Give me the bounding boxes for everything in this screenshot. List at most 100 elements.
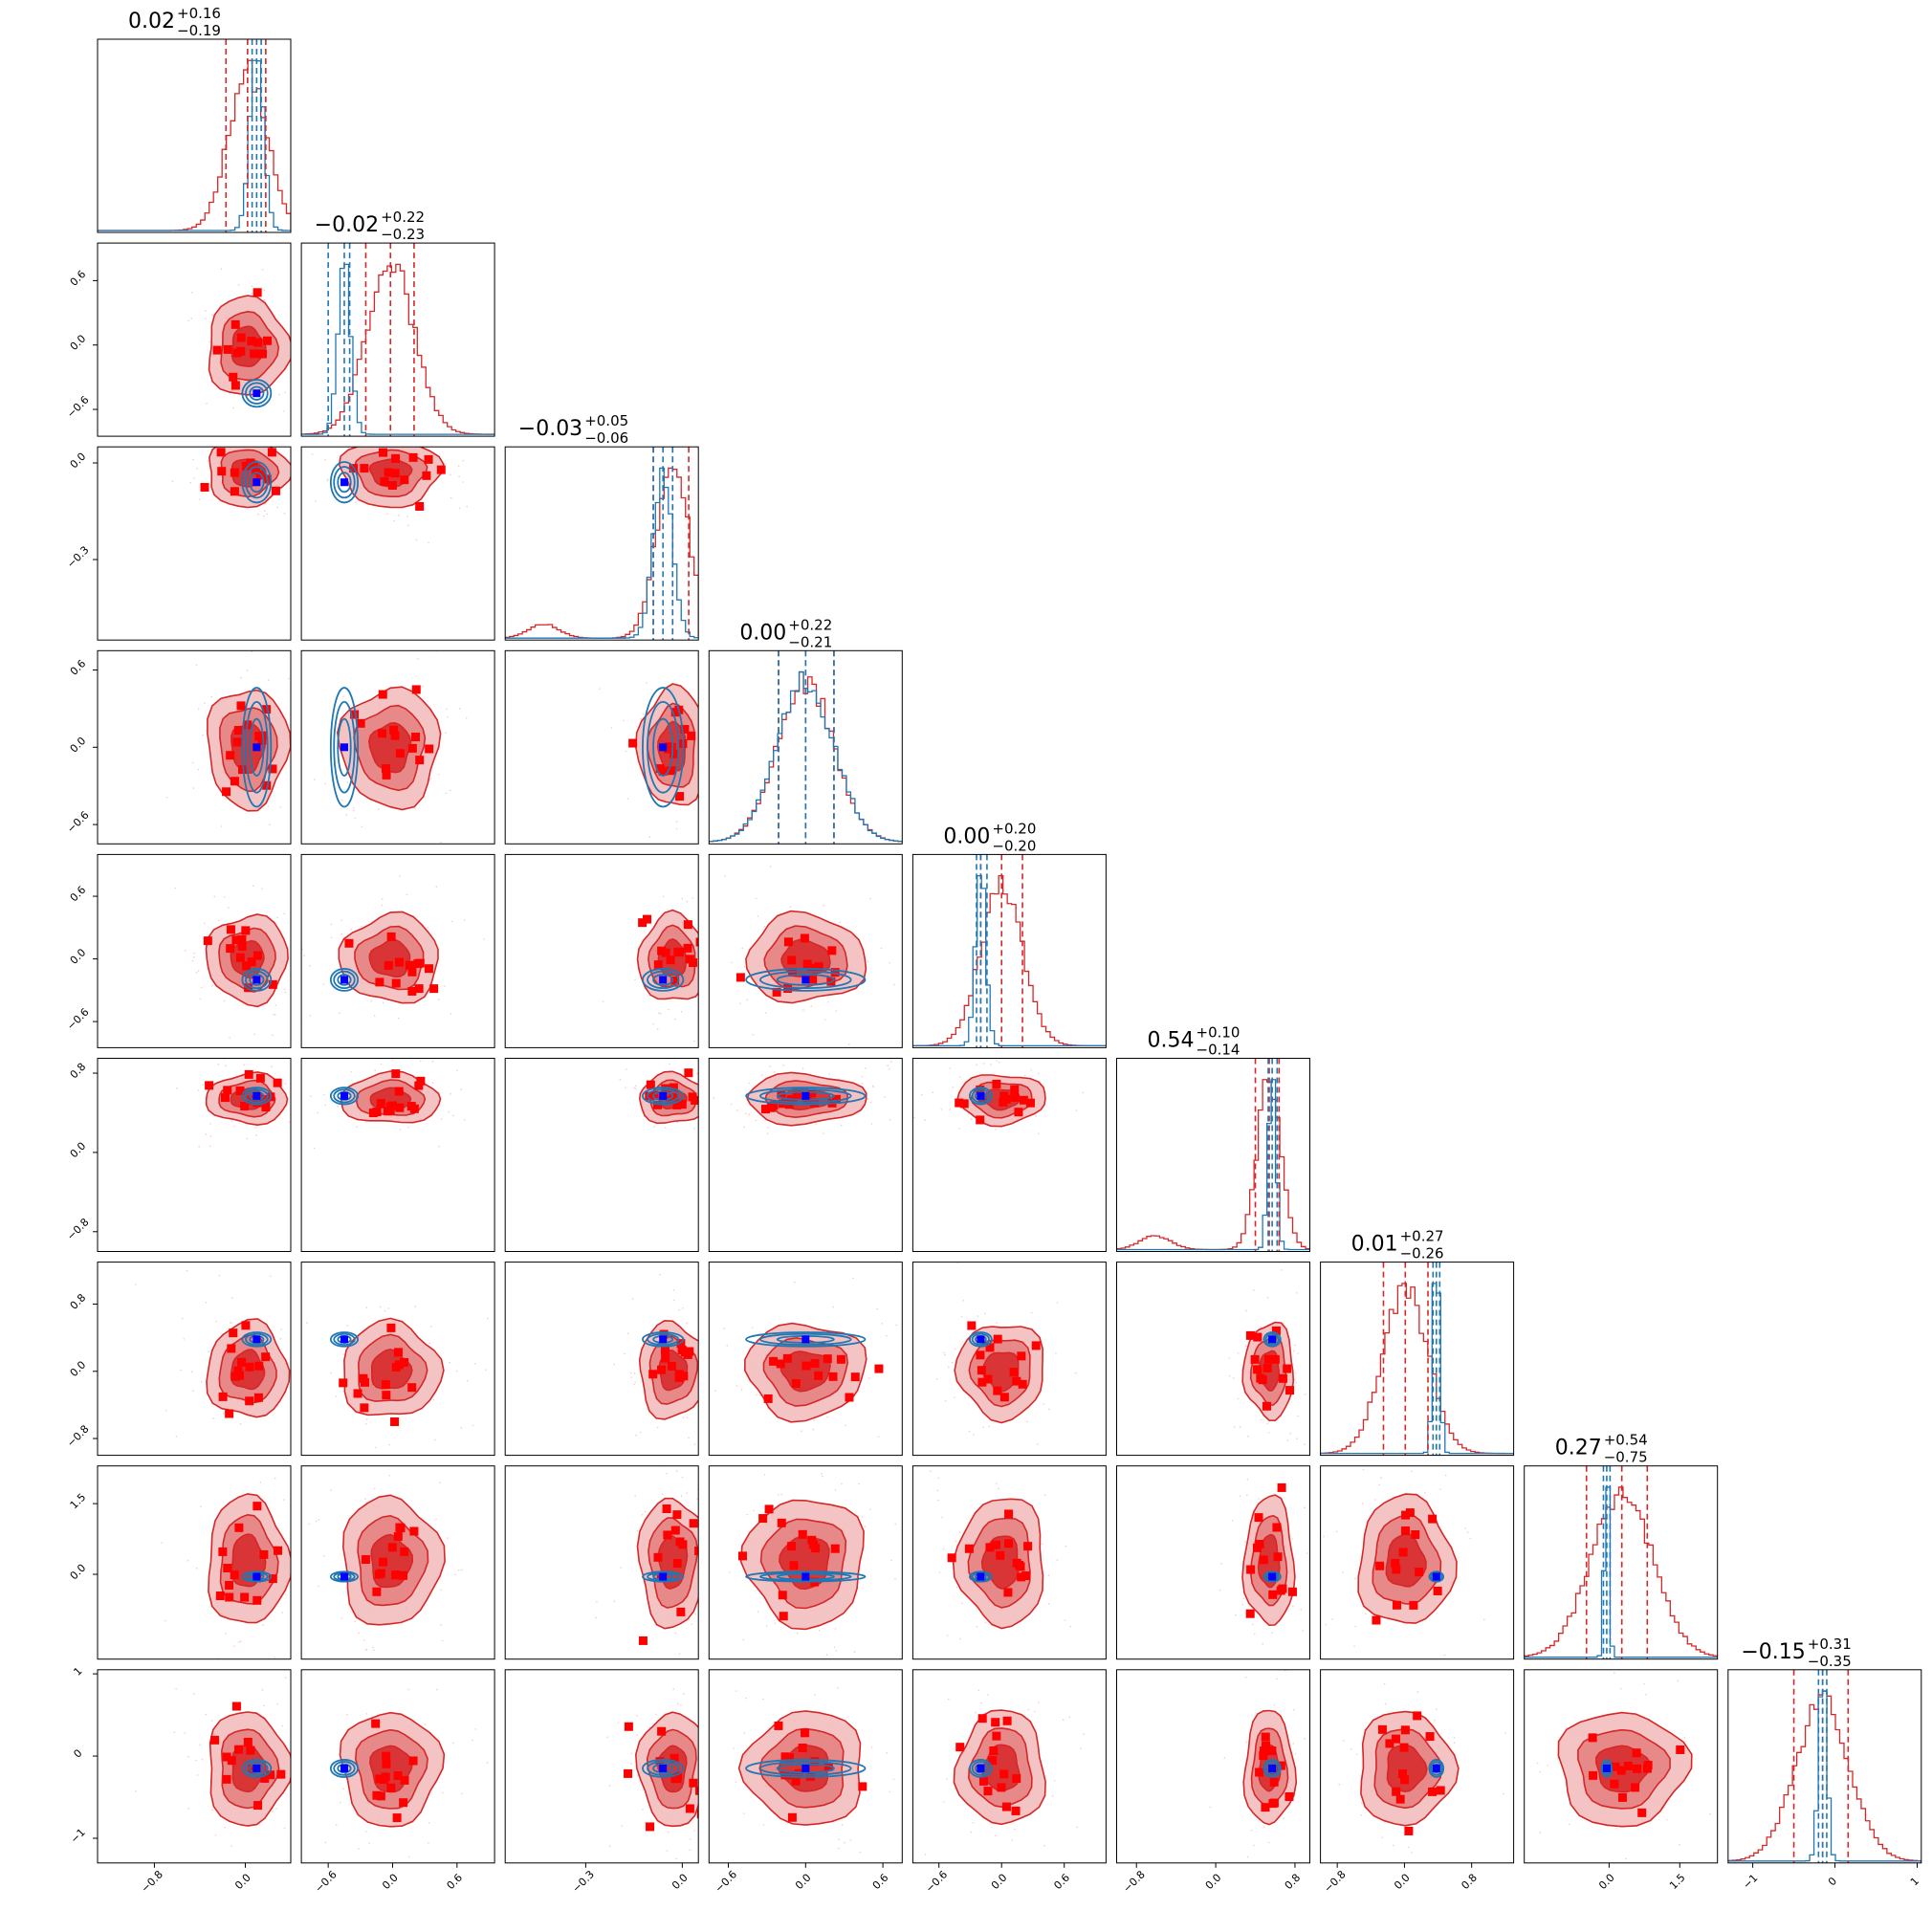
sample-point xyxy=(705,1671,707,1673)
sample-point xyxy=(886,1334,888,1337)
sample-point xyxy=(672,1299,675,1302)
red-square-marker xyxy=(652,1100,662,1109)
red-square-marker xyxy=(246,1745,255,1755)
sample-point xyxy=(1292,1605,1294,1608)
red-square-marker xyxy=(405,960,414,970)
blue-hist-2 xyxy=(505,467,699,639)
sample-point xyxy=(335,1824,338,1826)
red-square-marker xyxy=(1010,1092,1020,1102)
red-square-marker xyxy=(425,744,434,754)
red-square-marker xyxy=(226,944,235,954)
red-square-marker xyxy=(1425,1732,1435,1742)
sample-point xyxy=(890,1559,892,1562)
sample-point xyxy=(755,897,757,900)
sample-point xyxy=(452,1114,455,1117)
red-square-marker xyxy=(782,1353,792,1363)
sample-point xyxy=(692,897,694,899)
red-square-marker xyxy=(407,743,417,753)
sample-point xyxy=(1250,1829,1253,1832)
sample-point xyxy=(793,1281,796,1284)
sample-point xyxy=(982,1063,985,1065)
red-square-marker xyxy=(262,780,272,790)
sample-point xyxy=(497,763,499,765)
red-square-marker xyxy=(376,1791,385,1801)
contour-panel-8-0 xyxy=(97,1669,292,1864)
blue-contour-1 xyxy=(333,970,356,990)
sample-point xyxy=(853,1651,856,1654)
sample-point xyxy=(466,505,468,508)
red-square-marker xyxy=(1405,1508,1415,1518)
sample-point xyxy=(842,1824,844,1826)
sample-point xyxy=(276,916,278,919)
sample-point xyxy=(688,1437,690,1439)
sample-point xyxy=(868,1377,870,1379)
truth-marker xyxy=(1268,1764,1277,1772)
red-square-marker xyxy=(1392,1787,1401,1796)
red-square-marker xyxy=(411,733,421,742)
sample-point xyxy=(1557,1873,1559,1875)
red-square-marker xyxy=(772,987,781,997)
sample-point xyxy=(246,670,249,671)
sample-point xyxy=(193,955,195,958)
sample-point xyxy=(191,959,194,962)
sample-point xyxy=(827,1000,829,1003)
sample-point xyxy=(608,1785,611,1787)
panel-frame xyxy=(300,1465,495,1660)
sample-point xyxy=(712,759,714,761)
red-square-marker xyxy=(1025,1098,1035,1108)
sample-point xyxy=(217,919,220,922)
sample-point xyxy=(210,695,213,698)
sample-point xyxy=(197,768,200,771)
red-square-marker xyxy=(382,770,391,779)
sample-point xyxy=(836,1478,838,1480)
red-square-marker xyxy=(268,979,277,989)
red-square-marker xyxy=(1246,1565,1256,1574)
x-tick-label-1-2: 0.6 xyxy=(445,1872,466,1893)
red-square-marker xyxy=(400,1357,409,1367)
sample-point xyxy=(263,289,266,292)
panel-frame xyxy=(708,853,903,1048)
red-square-marker xyxy=(1392,1734,1401,1744)
contour-panel-6-3 xyxy=(708,1262,903,1480)
sample-point xyxy=(353,807,355,809)
sample-point xyxy=(1273,1703,1276,1706)
sample-point xyxy=(351,1008,353,1010)
sample-point xyxy=(1438,1488,1441,1490)
sample-point xyxy=(209,340,210,343)
sample-point xyxy=(1258,1498,1261,1500)
sample-point xyxy=(948,1366,950,1369)
sample-point xyxy=(189,481,192,484)
red-square-marker xyxy=(226,925,235,934)
sample-point xyxy=(941,1516,943,1519)
sample-point xyxy=(305,985,307,987)
red-square-marker xyxy=(241,1321,251,1330)
sample-point xyxy=(474,1728,477,1730)
sample-point xyxy=(377,808,380,811)
sample-point xyxy=(753,1509,756,1512)
red-square-marker xyxy=(1617,1792,1627,1802)
sample-point xyxy=(196,468,198,470)
red-square-marker xyxy=(1428,1514,1438,1524)
sample-point xyxy=(969,1050,971,1052)
sample-point xyxy=(355,501,358,503)
red-square-marker xyxy=(784,1753,794,1763)
blue-contour-0 xyxy=(249,385,265,401)
blue-contour-0 xyxy=(337,974,352,986)
sample-point xyxy=(346,1325,349,1327)
sample-point xyxy=(694,627,696,629)
sample-point xyxy=(786,1689,788,1691)
sample-point xyxy=(317,1111,319,1114)
sample-point xyxy=(1011,1839,1014,1841)
blue-contour-1 xyxy=(1430,1761,1443,1776)
sample-point xyxy=(259,1481,262,1483)
sample-point xyxy=(906,1748,908,1750)
sample-point xyxy=(514,951,516,953)
sample-point xyxy=(996,1322,998,1324)
sample-point xyxy=(710,1539,712,1541)
truth-marker xyxy=(659,1572,668,1581)
sample-point xyxy=(434,1438,436,1441)
title-minus-0: −0.19 xyxy=(177,22,221,39)
red-square-marker xyxy=(1259,1751,1268,1761)
sample-point xyxy=(619,1079,622,1081)
sample-point xyxy=(370,1000,373,1002)
